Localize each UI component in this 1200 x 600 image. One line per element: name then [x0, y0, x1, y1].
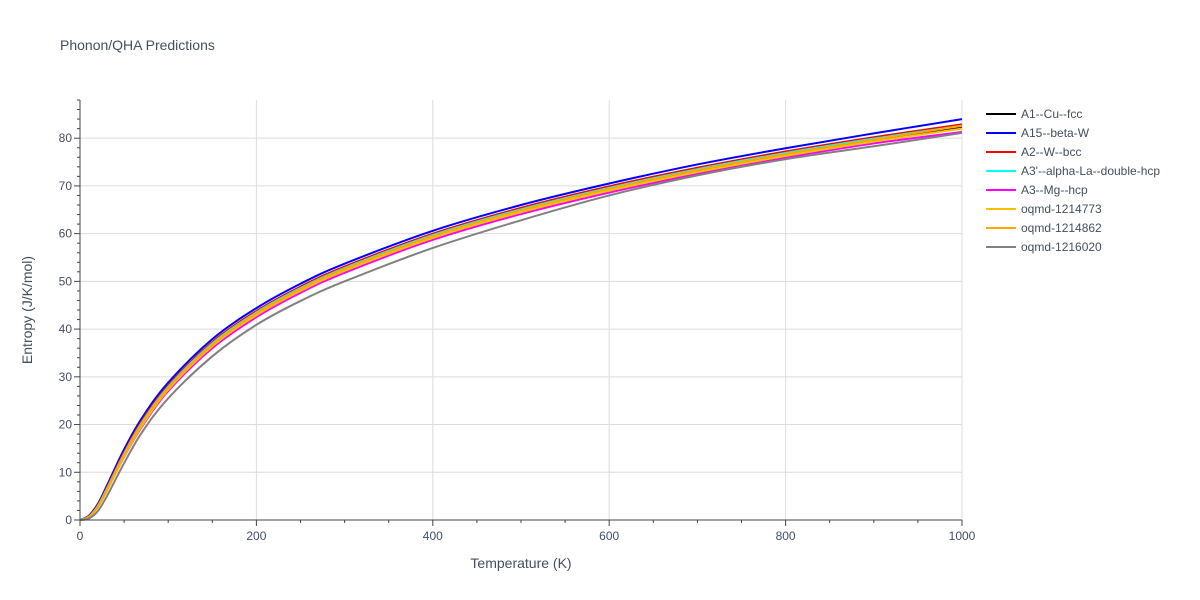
axes: 0 200 400 600 800 1000 0 10 20 30 40 50 60 70 80	[59, 99, 976, 543]
y-axis-label: Entropy (J/K/mol)	[19, 256, 35, 364]
legend[interactable]: A1--Cu--fcc A15--beta-W A2--W--bcc A3'--alp…	[986, 107, 1160, 254]
y-tick-label: 30	[59, 370, 73, 384]
y-tick-label: 80	[59, 131, 73, 145]
y-tick-label: 50	[59, 274, 73, 288]
legend-item[interactable]: A2--W--bcc	[986, 145, 1081, 159]
x-tick-label: 1000	[949, 529, 976, 543]
legend-item[interactable]: A1--Cu--fcc	[986, 107, 1082, 121]
series-line-7	[79, 124, 963, 521]
legend-item[interactable]: A3'--alpha-La--double-hcp	[986, 164, 1160, 178]
x-tick-label: 600	[599, 529, 619, 543]
y-tick-label: 40	[59, 322, 73, 336]
legend-item[interactable]: A15--beta-W	[986, 126, 1090, 140]
chart-title: Phonon/QHA Predictions	[60, 37, 215, 53]
series-line-4	[79, 124, 963, 521]
series-line-2	[79, 118, 963, 521]
y-tick-label: 60	[59, 227, 73, 241]
x-tick-label: 800	[776, 529, 796, 543]
legend-label: A15--beta-W	[1021, 126, 1090, 140]
x-tick-label: 0	[77, 529, 84, 543]
x-axis-label: Temperature (K)	[470, 555, 571, 571]
y-tick-label: 70	[59, 179, 73, 193]
x-tick-label: 400	[423, 529, 443, 543]
grid	[80, 100, 963, 520]
legend-item[interactable]: A3--Mg--hcp	[986, 183, 1088, 197]
legend-item[interactable]: oqmd-1214862	[986, 221, 1102, 235]
legend-item[interactable]: oqmd-1214773	[986, 202, 1102, 216]
x-tick-label: 200	[246, 529, 266, 543]
legend-label: oqmd-1214773	[1021, 202, 1102, 216]
legend-label: A3--Mg--hcp	[1021, 183, 1088, 197]
legend-label: oqmd-1214862	[1021, 221, 1102, 235]
legend-label: A1--Cu--fcc	[1021, 107, 1082, 121]
y-tick-label: 0	[65, 513, 72, 527]
series-line-3	[79, 123, 963, 521]
series-line-6	[79, 127, 963, 521]
legend-item[interactable]: oqmd-1216020	[986, 240, 1102, 254]
y-tick-label: 20	[59, 418, 73, 432]
legend-label: A2--W--bcc	[1021, 145, 1081, 159]
series-line-8	[79, 131, 963, 521]
legend-label: A3'--alpha-La--double-hcp	[1021, 164, 1160, 178]
y-tick-label: 10	[59, 465, 73, 479]
series-line-5	[79, 130, 963, 521]
legend-label: oqmd-1216020	[1021, 240, 1102, 254]
plot-area	[79, 118, 963, 521]
